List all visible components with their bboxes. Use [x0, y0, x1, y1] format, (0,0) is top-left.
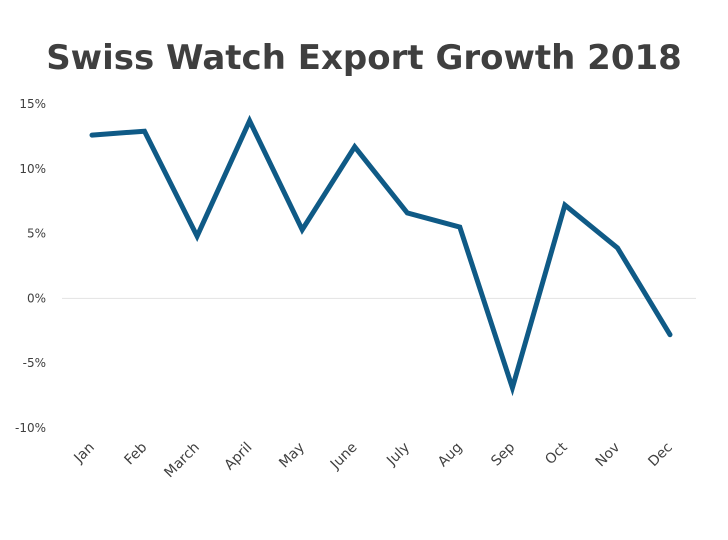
x-tick-label: Feb — [122, 439, 151, 468]
x-tick-label: Oct — [542, 439, 571, 468]
y-tick-label: 0% — [27, 291, 46, 305]
x-tick-label: Sep — [488, 439, 518, 469]
data-point — [614, 245, 620, 251]
x-tick-label: Aug — [435, 440, 466, 471]
x-tick-label: July — [383, 440, 413, 470]
x-tick-label: April — [222, 440, 256, 474]
data-point — [247, 118, 253, 124]
data-point — [562, 202, 568, 208]
y-tick-label: 10% — [19, 162, 46, 176]
data-point — [404, 210, 410, 216]
series-line — [89, 114, 673, 397]
x-tick-label: May — [276, 440, 308, 472]
chart-title: Swiss Watch Export Growth 2018 — [46, 38, 682, 78]
data-point — [509, 385, 515, 391]
x-tick-label: Jan — [71, 440, 98, 467]
plot-area — [62, 114, 696, 397]
data-point — [142, 128, 148, 134]
data-point — [352, 144, 358, 150]
x-tick-label: Nov — [593, 440, 624, 471]
y-axis: 15% 10% 5% 0% -5% -10% — [15, 97, 46, 435]
y-tick-label: -10% — [15, 421, 46, 435]
y-tick-label: 15% — [19, 97, 46, 111]
x-axis: Jan Feb March April May June July Aug Sep Oct Nov D… — [71, 439, 676, 481]
x-tick-label: June — [327, 440, 361, 474]
data-point — [194, 233, 200, 239]
x-tick-label: March — [161, 440, 202, 481]
data-point — [89, 132, 95, 138]
data-point — [457, 224, 463, 230]
data-point — [667, 332, 673, 338]
y-tick-label: 5% — [27, 227, 46, 241]
data-point — [299, 227, 305, 233]
x-tick-label: Dec — [645, 440, 675, 470]
y-tick-label: -5% — [23, 356, 46, 370]
